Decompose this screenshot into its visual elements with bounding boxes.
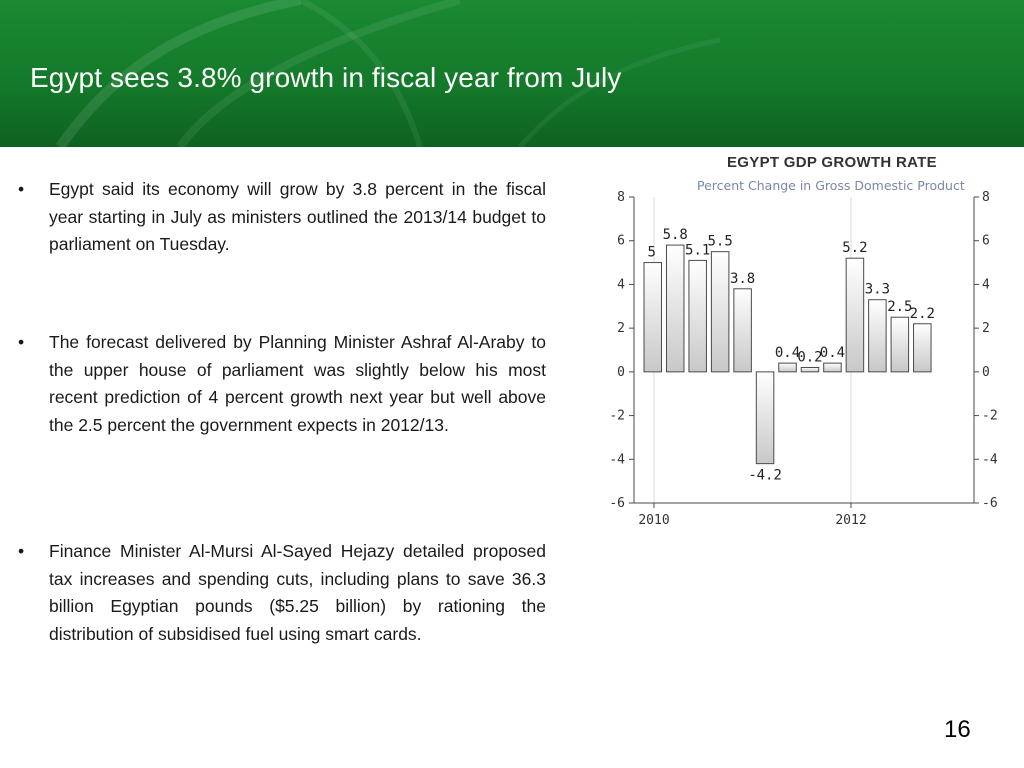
chart-bar	[643, 262, 663, 373]
y-tick-label-right: -4	[982, 452, 998, 467]
chart-bar	[913, 323, 932, 373]
chart-bar	[755, 371, 775, 465]
y-tick-label-right: 6	[982, 234, 990, 249]
page-number: 16	[944, 716, 971, 743]
y-tick-label-right: 2	[982, 321, 990, 336]
y-tick-label-left: -2	[609, 409, 625, 424]
bar-value-label: 3.8	[730, 271, 755, 287]
bar-value-label: 5.5	[707, 234, 732, 250]
y-tick-label-right: 8	[982, 190, 990, 205]
y-tick-label-right: -6	[982, 496, 998, 511]
chart-subtitle: Percent Change in Gross Domestic Product	[697, 178, 965, 193]
y-tick-label-left: -6	[609, 496, 625, 511]
y-tick-label-left: 4	[617, 277, 625, 292]
gdp-growth-bar-chart: 8 8 6 6 4 4 2 2 0 0 -2 -2 -4 -4 -6 -6 2010 2012 5 5.85.15.5…	[609, 190, 998, 528]
x-tick-label: 2010	[638, 513, 669, 528]
slide-header: Egypt sees 3.8% growth in fiscal year fr…	[0, 0, 1024, 147]
y-tick-label-left: 2	[617, 321, 625, 336]
chart-bar	[733, 288, 752, 373]
y-tick-label-left: -4	[609, 452, 625, 467]
chart-bar	[778, 362, 797, 373]
chart-bar	[800, 366, 820, 373]
bar-value-label: 2.2	[910, 306, 935, 322]
y-tick-label-right: -2	[982, 409, 998, 424]
bullet-item: The forecast delivered by Planning Minis…	[18, 329, 546, 439]
bar-value-label: -4.2	[748, 468, 782, 484]
bar-value-label: 5.8	[663, 227, 688, 243]
chart-bar	[890, 316, 910, 373]
bar-value-label: 0.2	[797, 349, 822, 365]
bar-value-label: 5.1	[685, 242, 710, 258]
bullet-item: Egypt said its economy will grow by 3.8 …	[18, 176, 546, 259]
bar-value-label: 3.3	[865, 282, 890, 298]
chart-bar	[868, 299, 887, 373]
y-tick-label-left: 6	[617, 234, 625, 249]
y-tick-label-left: 0	[617, 365, 625, 380]
y-tick-label-left: 8	[617, 190, 625, 205]
bar-value-label: 5	[648, 245, 656, 261]
bar-value-label: 5.2	[842, 240, 867, 256]
chart-bar	[823, 362, 842, 373]
slide-title: Egypt sees 3.8% growth in fiscal year fr…	[30, 62, 622, 93]
bar-value-label: 0.4	[775, 345, 800, 361]
chart-bar	[710, 251, 730, 373]
x-tick-label: 2012	[835, 513, 866, 528]
y-tick-label-right: 0	[982, 365, 990, 380]
bullet-item: Finance Minister Al-Mursi Al-Sayed Hejaz…	[18, 538, 546, 648]
chart-title: EGYPT GDP GROWTH RATE	[727, 154, 937, 171]
bar-value-label: 0.4	[820, 345, 845, 361]
header-swirl-decoration	[55, 0, 721, 147]
bar-value-label: 2.5	[887, 299, 912, 315]
chart-bar	[665, 244, 685, 373]
chart-bar	[845, 257, 865, 373]
chart-bar	[688, 259, 707, 373]
y-tick-label-right: 4	[982, 277, 990, 292]
